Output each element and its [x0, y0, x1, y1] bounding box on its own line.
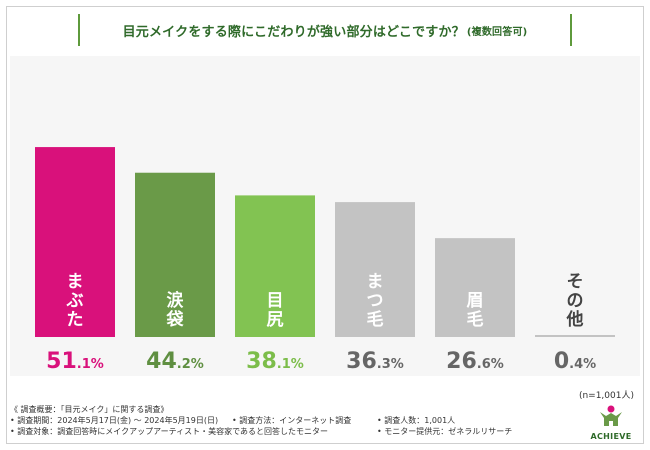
survey-provider: • モニター提供元：ゼネラルリサーチ: [377, 427, 513, 436]
value-label-1: 44.2%: [146, 349, 204, 374]
survey-count: • 調査人数：1,001人: [377, 416, 456, 425]
survey-period: • 調査期間：2024年5月17日(金) ～ 2024年5月19日(日): [10, 416, 219, 425]
survey-footer: 《 調査概要：「目元メイク」に関する調査》 • 調査期間：2024年5月17日(…: [10, 404, 570, 437]
survey-method: • 調査方法：インターネット調査: [232, 416, 352, 425]
value-label-0: 51.1%: [46, 349, 104, 374]
sample-size-note: (n=1,001人): [578, 391, 634, 401]
category-label-3: まつ毛: [367, 272, 384, 330]
bar-4: [435, 238, 515, 337]
category-label-5: その他: [566, 272, 584, 330]
bar-1: [135, 172, 215, 337]
bar-chart: まぶた 51.1% 涙袋 44.2% 目尻 38.1% まつ毛 36.3% 眉毛 26.6% その他…: [35, 147, 615, 374]
logo-mark-icon: [600, 405, 622, 426]
chart-title-main: 目元メイクをする際にこだわりが強い部分はどこですか？: [122, 24, 465, 40]
bar-3: [335, 202, 415, 337]
bar-5: [535, 335, 615, 337]
value-label-2: 38.1%: [246, 349, 304, 374]
value-label-3: 36.3%: [346, 349, 404, 374]
bar-2: [235, 195, 315, 337]
chart-title: 目元メイクをする際にこだわりが強い部分はどこですか？ (複数回答可): [78, 14, 572, 46]
category-label-2: 目尻: [267, 291, 284, 330]
survey-overview: 《 調査概要：「目元メイク」に関する調査》: [10, 405, 169, 414]
achieve-logo: ACHIEVE: [586, 404, 636, 442]
bar-0: [35, 147, 115, 337]
category-label-1: 涙袋: [166, 290, 185, 330]
value-label-5: 0.4%: [554, 349, 596, 374]
survey-target: • 調査対象：調査回答時にメイクアップアーティスト・美容家であると回答したモニタ…: [10, 427, 329, 436]
chart-frame: [6, 6, 644, 444]
value-label-4: 26.6%: [446, 349, 504, 374]
category-label-0: まぶた: [66, 272, 84, 330]
plot-area: まぶた 51.1% 涙袋 44.2% 目尻 38.1% まつ毛 36.3% 眉毛 26.6% その他…: [10, 56, 640, 376]
chart-title-sub: (複数回答可): [466, 26, 528, 38]
logo-text: ACHIEVE: [590, 432, 632, 441]
category-label-4: 眉毛: [467, 291, 484, 330]
